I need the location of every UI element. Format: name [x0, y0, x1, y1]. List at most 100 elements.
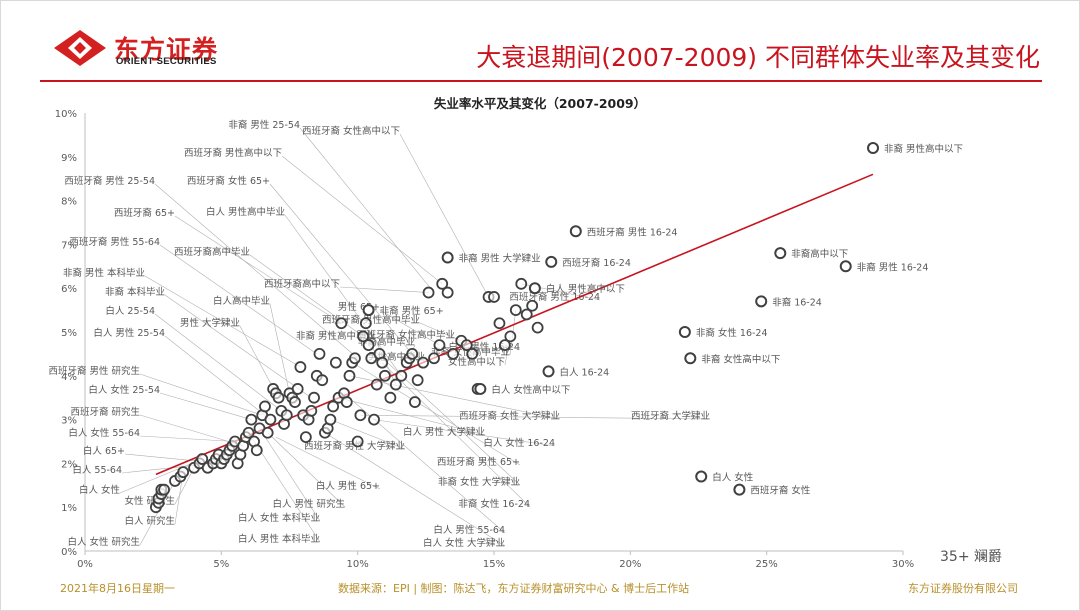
callout-label: 女性高中以下 [448, 356, 505, 368]
data-point [488, 291, 500, 303]
leader-line [174, 467, 195, 505]
data-point [362, 339, 375, 352]
data-point [327, 400, 340, 413]
data-point [329, 356, 342, 369]
y-tick-label: 8% [61, 197, 77, 208]
callout-label: 白人 55-64 [72, 464, 122, 476]
data-point [245, 413, 258, 426]
y-tick-label: 3% [61, 416, 77, 427]
leader-line [267, 432, 346, 508]
data-point [466, 347, 479, 360]
x-tick-label: 20% [619, 559, 641, 570]
data-point [272, 391, 285, 404]
x-tick-label: 10% [347, 559, 369, 570]
leader-line [360, 414, 711, 420]
data-point [357, 330, 370, 343]
leader-line [281, 155, 443, 285]
y-tick-label: 2% [61, 459, 77, 470]
leader-line [338, 397, 486, 436]
data-point [335, 317, 348, 330]
y-tick-label: 5% [61, 328, 77, 339]
labeled-data-point [362, 304, 375, 317]
logo-chinese-text: 东方证券 [114, 35, 219, 64]
data-point [422, 286, 435, 299]
data-point [515, 277, 528, 290]
data-point [158, 483, 170, 496]
data-point [376, 356, 389, 369]
callout-label: 白人 男性 25-54 [93, 327, 165, 339]
callout-label: 白人 女性 [79, 484, 121, 496]
data-point [343, 369, 356, 382]
data-point [242, 426, 255, 439]
data-point [313, 347, 326, 360]
callout-label: 男性 大学肄业 [180, 317, 240, 329]
callout-label: 非裔 男性高中毕业 [296, 330, 375, 342]
x-tick-label: 30% [892, 559, 914, 570]
labeled-data-point [867, 142, 880, 155]
logo-english-text: ORIENT SECURITIES [116, 56, 217, 67]
callout-label: 白人 女性 25-54 [88, 384, 160, 396]
callout-label: 白人 男性 大学肄业 [403, 426, 485, 438]
leader-line [139, 373, 263, 416]
callout-label: 西班牙裔高中毕业 [174, 246, 250, 258]
diamond-logo-icon [54, 30, 106, 66]
x-tick-label: 15% [483, 559, 505, 570]
leader-line [154, 313, 282, 412]
data-point [417, 356, 430, 369]
data-label: 非裔高中以下 [791, 248, 848, 260]
callout-label: 非裔 女性 16-24 [458, 498, 530, 510]
callout-label: 白人 25-54 [105, 305, 155, 317]
y-tick-label: 6% [61, 284, 77, 295]
data-label: 非裔 男性高中以下 [884, 143, 963, 155]
labeled-data-point [678, 326, 691, 338]
callout-label: 白人 65+ [83, 445, 125, 457]
callout-label: 白人高中毕业 [213, 295, 270, 307]
callout-label: 白人 男性 65+ [316, 480, 380, 492]
leader-line [373, 419, 556, 447]
callout-label: 非裔 男性 25-54 [228, 119, 300, 131]
leader-line [324, 432, 506, 547]
trendline [155, 173, 874, 476]
callout-label: 西班牙裔高中以下 [264, 278, 340, 290]
data-point [379, 369, 391, 382]
y-tick-label: 10% [55, 109, 77, 120]
data-label: 西班牙裔 女性 [750, 485, 811, 497]
labeled-data-point [733, 483, 746, 496]
data-point [177, 466, 190, 479]
data-point [354, 409, 367, 422]
data-label: 白人 女性高中以下 [491, 384, 570, 396]
data-point [526, 299, 539, 312]
data-point [316, 374, 329, 387]
data-point [261, 426, 274, 439]
callout-label: 非裔 本科毕业 [105, 286, 165, 298]
callout-label: 西班牙裔 男性高中以下 [184, 147, 282, 159]
data-label: 白人 女性 [712, 472, 754, 484]
leader-line [368, 344, 521, 486]
data-point [406, 347, 419, 360]
data-point [250, 444, 263, 457]
callout-label: 白人 女性 16-24 [483, 437, 555, 449]
y-tick-label: 7% [61, 240, 77, 251]
labeled-data-point [774, 247, 787, 260]
data-point [289, 396, 301, 408]
callout-label: 白人 研究生 [124, 515, 175, 527]
callout-label: 女性 研究生 [124, 495, 175, 507]
data-label: 西班牙裔 男性 16-24 [587, 226, 678, 238]
data-point [305, 404, 318, 417]
data-point [349, 352, 361, 365]
data-point [324, 413, 337, 426]
data-point [280, 409, 293, 422]
leader-line [239, 325, 277, 394]
labeled-data-point [474, 382, 487, 395]
footer-source: 数据来源：EPI | 制图：陈达飞，东方证券财富研究中心 & 博士后工作站 [338, 582, 690, 595]
callout-label: 西班牙裔 男性 55-64 [69, 236, 160, 248]
leader-line [159, 392, 252, 420]
data-point [389, 378, 402, 391]
data-point [384, 391, 397, 404]
callout-label: 白人 男性 研究生 [272, 498, 345, 510]
data-label: 西班牙裔 16-24 [562, 257, 631, 269]
callout-label: 白人 女性 55-64 [68, 427, 140, 439]
labeled-data-point [839, 260, 852, 273]
y-tick-label: 9% [61, 153, 77, 164]
